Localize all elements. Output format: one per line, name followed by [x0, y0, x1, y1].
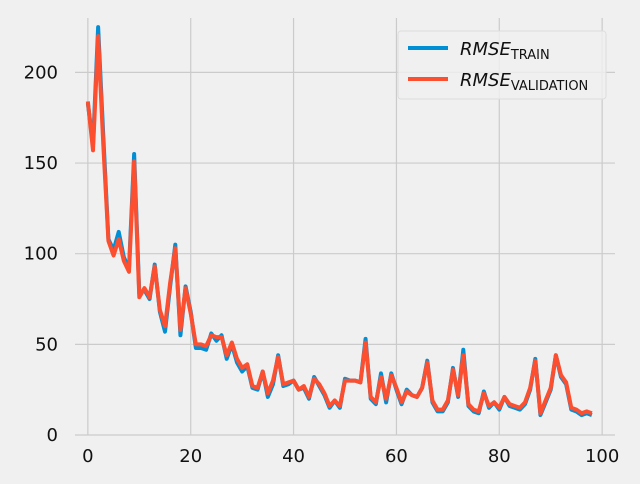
tick-labels: 0 20 40 60 80 100 0 50 100 150 200 [24, 62, 620, 467]
x-tick-label: 80 [488, 446, 511, 467]
legend-box [397, 30, 607, 100]
y-tick-label: 0 [47, 425, 58, 446]
x-tick-label: 60 [385, 446, 408, 467]
legend-label-name: RMSE [460, 39, 511, 60]
legend-label-subscript: VALIDATION [511, 79, 588, 94]
legend-label: RMSETRAIN [460, 39, 550, 63]
legend-label-subscript: TRAIN [510, 48, 550, 63]
series-line-validation [85, 34, 593, 416]
legend-label-name: RMSE [460, 70, 511, 91]
y-tick-label: 50 [35, 334, 58, 355]
x-tick-label: 100 [585, 446, 619, 467]
y-tick-label: 150 [24, 153, 58, 174]
series-lines [85, 25, 593, 418]
legend-label: RMSEVALIDATION [460, 70, 588, 94]
x-tick-label: 20 [179, 446, 202, 467]
y-tick-label: 200 [24, 62, 58, 83]
x-tick-label: 0 [82, 446, 93, 467]
y-tick-label: 100 [24, 244, 58, 265]
x-tick-label: 40 [282, 446, 305, 467]
